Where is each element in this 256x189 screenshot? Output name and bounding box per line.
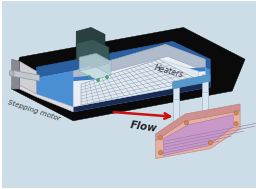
Polygon shape xyxy=(173,81,178,126)
Text: Stepping motor: Stepping motor xyxy=(6,100,60,122)
Polygon shape xyxy=(79,67,111,79)
Circle shape xyxy=(184,121,189,125)
Polygon shape xyxy=(76,27,105,56)
Circle shape xyxy=(208,140,212,145)
Polygon shape xyxy=(173,74,210,89)
Polygon shape xyxy=(76,55,109,67)
Polygon shape xyxy=(156,104,240,141)
Circle shape xyxy=(97,79,100,82)
Polygon shape xyxy=(73,67,205,81)
Polygon shape xyxy=(76,39,109,67)
Ellipse shape xyxy=(9,70,14,76)
Polygon shape xyxy=(202,74,208,119)
Polygon shape xyxy=(156,111,240,159)
Circle shape xyxy=(234,111,238,115)
Polygon shape xyxy=(81,59,198,105)
Polygon shape xyxy=(73,82,210,112)
Circle shape xyxy=(158,136,163,140)
Polygon shape xyxy=(36,41,210,77)
Polygon shape xyxy=(12,27,245,121)
Circle shape xyxy=(105,76,109,79)
Polygon shape xyxy=(73,56,205,107)
Polygon shape xyxy=(19,61,36,94)
Polygon shape xyxy=(79,53,111,79)
Polygon shape xyxy=(164,115,233,156)
Polygon shape xyxy=(202,92,208,137)
Circle shape xyxy=(88,76,91,79)
Polygon shape xyxy=(173,99,178,144)
Text: Flow: Flow xyxy=(130,120,158,134)
Polygon shape xyxy=(12,59,19,89)
Polygon shape xyxy=(19,85,73,112)
Polygon shape xyxy=(73,44,205,81)
Text: Heaters: Heaters xyxy=(153,63,184,79)
Polygon shape xyxy=(36,51,210,112)
Circle shape xyxy=(158,150,163,155)
Polygon shape xyxy=(12,70,39,81)
Circle shape xyxy=(234,122,238,126)
